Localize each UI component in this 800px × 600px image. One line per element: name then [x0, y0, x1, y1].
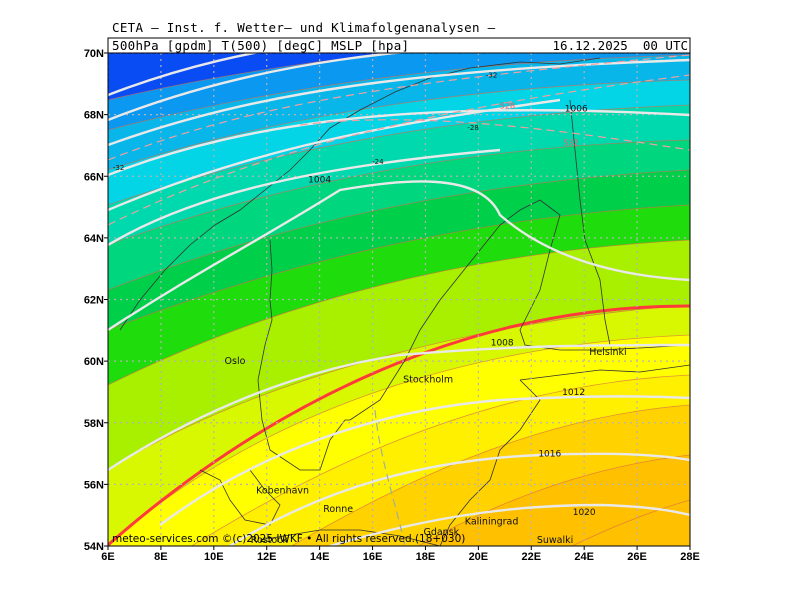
lon-tick-label: 22E	[521, 551, 541, 563]
isobar-5	[108, 148, 501, 247]
copyright-footer: meteo-services.com ©(c)2025 IWKF • All r…	[112, 533, 466, 545]
city-label: Stockholm	[403, 375, 453, 386]
isobars	[108, 53, 690, 546]
coastline-2	[349, 199, 541, 421]
contour-10	[190, 374, 690, 546]
contour-1	[108, 54, 690, 131]
lat-tick-label: 70N	[84, 48, 104, 60]
contour-9	[108, 334, 690, 546]
city-label: Suwalki	[537, 535, 573, 546]
lon-tick-label: 18E	[416, 551, 436, 563]
contour-13	[571, 499, 690, 546]
coastline-6	[439, 379, 541, 546]
band-0	[108, 53, 390, 100]
isobar-3	[108, 109, 690, 177]
isobar-label: 1016	[538, 450, 561, 460]
map-datetime: 16.12.2025 00 UTC	[552, 38, 688, 53]
city-label: Ronne	[323, 504, 353, 515]
contour-6	[108, 204, 690, 331]
lat-tick-label: 62N	[84, 295, 104, 307]
temperature-label: -28	[467, 124, 478, 132]
isotherm-1	[108, 54, 690, 161]
isobar-label: 1004	[308, 175, 331, 185]
temperature-contours	[108, 53, 690, 546]
coastlines	[119, 57, 690, 546]
header-frame	[107, 37, 691, 54]
band-2	[108, 53, 690, 130]
coastline-1	[257, 239, 273, 381]
temperature-label: -32	[486, 72, 497, 80]
city-label: Gdansk	[423, 527, 459, 538]
coastline-8	[569, 99, 611, 346]
isobar-10	[329, 503, 690, 546]
city-label: Kaliningrad	[465, 516, 519, 527]
lat-tick-label: 60N	[84, 356, 104, 368]
isobar-0	[108, 53, 261, 97]
lat-tick-label: 64N	[84, 233, 104, 245]
city-label: Oslo	[225, 356, 246, 367]
geopotential-label: 532	[563, 138, 578, 147]
isobar-7	[108, 343, 690, 472]
city-label: Kobenhavn	[256, 486, 309, 497]
isotherm-0	[108, 74, 690, 226]
contour-12	[417, 454, 690, 546]
lon-tick-label: 14E	[310, 551, 330, 563]
isotherm-2	[299, 119, 690, 151]
contour-11	[290, 404, 690, 546]
isobar-label: 1012	[562, 388, 585, 398]
isobar-9	[229, 452, 690, 546]
city-label: Helsinki	[589, 347, 626, 358]
contour-2	[108, 79, 690, 171]
coastline-0	[119, 57, 601, 331]
isotherm-3	[374, 409, 406, 546]
lon-tick-label: 16E	[363, 551, 383, 563]
coastline-7	[519, 364, 690, 381]
lon-tick-label: 12E	[257, 551, 277, 563]
temperature-label: -32	[113, 164, 124, 172]
map-title: CETA – Inst. f. Wetter– und Klimafolgena…	[112, 20, 496, 35]
lon-tick-label: 20E	[469, 551, 489, 563]
lon-tick-label: 10E	[204, 551, 224, 563]
lon-tick-label: 6E	[101, 551, 114, 563]
temperature-label: -24	[372, 158, 384, 166]
lat-tick-label: 54N	[84, 541, 104, 553]
isobar-6	[108, 180, 690, 332]
contour-0	[108, 53, 394, 101]
map-labels: Oslo Stockholm Helsinki Kobenhavn Ronne Rosto…	[113, 72, 627, 546]
isobar-8	[159, 395, 690, 526]
isobar-label: 1006	[565, 105, 588, 115]
isobar-4	[108, 98, 561, 212]
contour-4	[108, 139, 690, 246]
city-label: Rostock	[251, 535, 289, 546]
lat-tick-label: 56N	[84, 479, 104, 491]
lon-tick-label: 26E	[627, 551, 647, 563]
geopotential-label: 528	[500, 101, 515, 110]
lat-tick-label: 68N	[84, 110, 104, 122]
isobar-1	[108, 53, 408, 122]
map-fields-label: 500hPa [gpdm] T(500) [degC] MSLP [hpa]	[112, 38, 410, 53]
lon-tick-label: 24E	[574, 551, 594, 563]
geopotential-highlight-line	[108, 304, 690, 546]
lon-tick-label: 28E	[680, 551, 700, 563]
coastline-9	[259, 529, 441, 546]
isobar-label: 1020	[573, 508, 596, 518]
coastline-3	[519, 199, 690, 351]
contour-5	[108, 169, 690, 291]
lat-tick-label: 66N	[84, 171, 104, 183]
lat-tick-label: 58N	[84, 418, 104, 430]
lon-tick-label: 8E	[154, 551, 167, 563]
contour-7	[108, 239, 690, 386]
isobar-label: 1008	[491, 339, 514, 349]
